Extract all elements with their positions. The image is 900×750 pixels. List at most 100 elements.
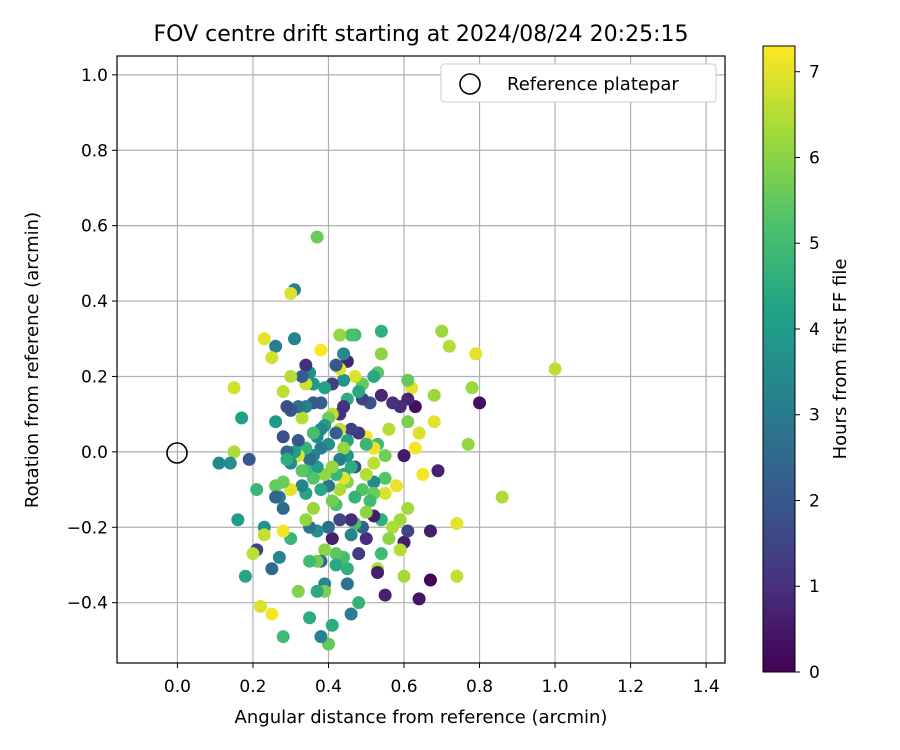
colorbar-tick-label: 1	[809, 577, 820, 597]
data-point	[337, 373, 351, 387]
data-point	[329, 547, 343, 561]
colorbar-gradient	[762, 45, 796, 673]
data-point	[295, 411, 309, 425]
data-point	[276, 630, 290, 644]
data-point	[401, 415, 415, 429]
data-point	[348, 490, 362, 504]
data-point	[374, 347, 388, 361]
y-tick-label: −0.4	[67, 594, 108, 614]
data-point	[374, 547, 388, 561]
data-point	[306, 426, 320, 440]
reference-platepar-marker	[166, 442, 188, 464]
data-point	[325, 494, 339, 508]
colorbar: 0 1 2 3 4 5 6 7 Hours from first FF file	[762, 45, 851, 683]
colorbar-tick-label: 4	[809, 320, 820, 340]
data-point	[359, 532, 373, 546]
data-point	[401, 373, 415, 387]
data-point	[371, 566, 385, 580]
data-point	[314, 483, 328, 497]
data-point	[363, 494, 377, 508]
data-point	[450, 569, 464, 583]
data-point	[265, 351, 279, 365]
y-tick-label: 0.0	[81, 443, 108, 463]
data-point	[329, 558, 343, 572]
data-point	[303, 554, 317, 568]
data-point	[401, 501, 415, 515]
data-point	[303, 611, 317, 625]
data-point	[321, 520, 335, 534]
y-tick-label: −0.2	[67, 518, 108, 538]
data-point	[269, 479, 283, 493]
data-point	[412, 426, 426, 440]
y-axis-ticks: −0.4 −0.2 0.0 0.2 0.4 0.6 0.8 1.0	[67, 66, 117, 614]
data-point	[397, 449, 411, 463]
data-point	[333, 513, 347, 527]
data-point	[344, 528, 358, 542]
data-point	[333, 328, 347, 342]
data-point	[450, 517, 464, 531]
y-tick-label: 0.2	[81, 367, 108, 387]
data-point	[325, 618, 339, 632]
data-point	[382, 532, 396, 546]
data-point	[344, 422, 358, 436]
data-point	[246, 547, 260, 561]
colorbar-tick-label: 0	[809, 663, 820, 683]
data-point	[408, 441, 422, 455]
data-point	[276, 524, 290, 538]
data-point	[325, 532, 339, 546]
x-axis-ticks: 0.0 0.2 0.4 0.6 0.8 1.0 1.2 1.4	[164, 663, 720, 697]
x-tick-label: 0.0	[164, 677, 191, 697]
x-tick-label: 0.8	[466, 677, 493, 697]
data-point	[386, 396, 400, 410]
data-point	[238, 569, 252, 583]
data-point	[299, 513, 313, 527]
data-point	[344, 328, 358, 342]
data-point	[337, 347, 351, 361]
data-point	[306, 501, 320, 515]
data-point	[431, 464, 445, 478]
data-point	[295, 479, 309, 493]
data-point	[318, 543, 332, 557]
data-point	[412, 592, 426, 606]
data-point	[227, 381, 241, 395]
data-point	[310, 230, 324, 244]
data-point	[269, 339, 283, 353]
data-point	[276, 385, 290, 399]
data-point	[299, 358, 313, 372]
data-point	[276, 501, 290, 515]
data-point	[367, 456, 381, 470]
data-point	[427, 415, 441, 429]
data-point	[352, 385, 366, 399]
data-point	[442, 339, 456, 353]
data-point	[272, 550, 286, 564]
data-point	[344, 513, 358, 527]
data-point	[284, 287, 298, 301]
x-axis-label: Angular distance from reference (arcmin)	[235, 707, 608, 728]
data-point	[265, 607, 279, 621]
data-point	[374, 388, 388, 402]
data-point	[280, 452, 294, 466]
data-point	[389, 479, 403, 493]
data-point	[359, 437, 373, 451]
data-point	[242, 452, 256, 466]
data-point	[250, 483, 264, 497]
data-point	[337, 441, 351, 455]
data-point	[435, 324, 449, 338]
data-point	[257, 528, 271, 542]
data-point	[269, 415, 283, 429]
x-tick-label: 1.0	[542, 677, 569, 697]
data-point	[276, 430, 290, 444]
chart-title: FOV centre drift starting at 2024/08/24 …	[154, 22, 689, 47]
data-point	[401, 524, 415, 538]
data-point	[386, 520, 400, 534]
data-point	[257, 332, 271, 346]
data-point	[374, 324, 388, 338]
x-tick-label: 1.2	[617, 677, 644, 697]
data-point	[265, 562, 279, 576]
x-tick-label: 0.4	[315, 677, 342, 697]
data-point	[416, 467, 430, 481]
grid-lines	[117, 56, 725, 663]
data-point	[329, 426, 343, 440]
y-tick-label: 1.0	[81, 66, 108, 86]
legend-label: Reference platepar	[507, 74, 679, 95]
